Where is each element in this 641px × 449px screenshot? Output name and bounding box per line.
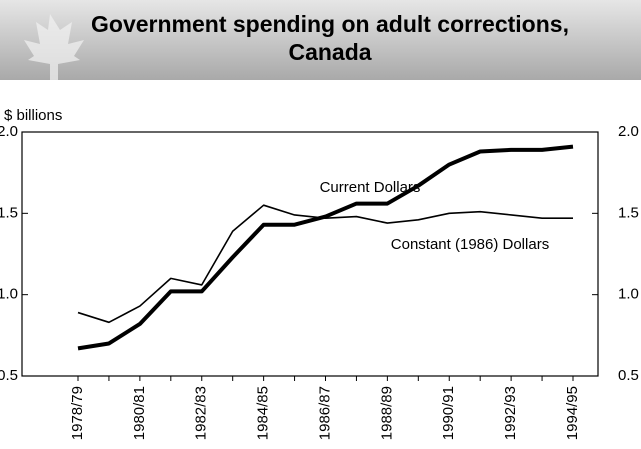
x-tick-label: 1980/81 [131,386,148,440]
x-tick-label: 1986/87 [316,386,333,440]
y2-tick-label: 2.0 [618,123,639,140]
y-tick-label: 0.5 [0,367,18,384]
title-banner [0,0,641,80]
plot-frame [21,131,599,377]
y2-tick-label: 1.5 [618,204,639,221]
chart-title: Government spending on adult corrections… [91,11,569,65]
x-tick-label: 1988/89 [378,386,395,440]
series-label: Current Dollars [320,179,421,196]
series-line [77,204,573,324]
y-tick-label: 1.0 [0,286,18,303]
y2-tick-label: 0.5 [618,367,639,384]
x-tick-label: 1990/91 [440,386,457,440]
series-label: Constant (1986) Dollars [391,236,549,253]
y-tick-label: 1.5 [0,204,18,221]
x-tick-label: 1978/79 [69,386,86,440]
y-axis-label: $ billions [4,107,62,124]
maple-leaf-icon [24,14,84,80]
x-tick-label: 1982/83 [193,386,210,440]
x-tick-label: 1992/93 [502,386,519,440]
x-tick-label: 1994/95 [564,386,581,440]
series-line [77,144,574,351]
x-tick-label: 1984/85 [255,386,272,440]
y2-tick-label: 1.0 [618,286,639,303]
y-tick-label: 2.0 [0,123,18,140]
